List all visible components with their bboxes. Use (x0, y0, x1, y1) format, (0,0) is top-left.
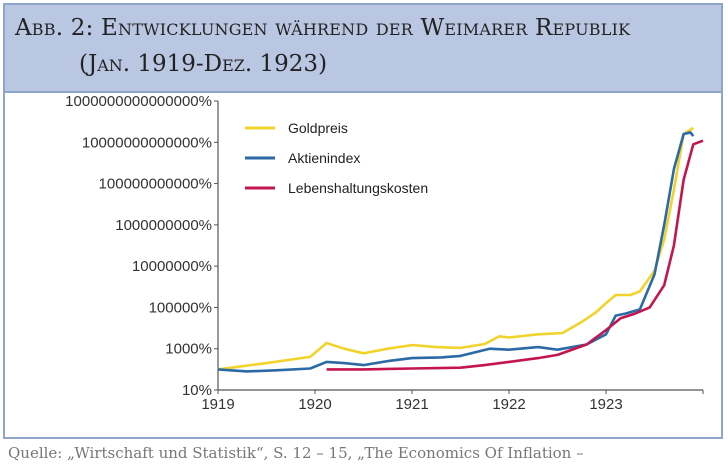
y-tick-label: 1000000000% (115, 217, 212, 234)
series-line-lebenshaltungskosten (326, 139, 704, 371)
x-tick-label: 1921 (395, 396, 428, 413)
figure-frame: Abb. 2: Entwicklungen während der Weimar… (3, 3, 723, 439)
y-tick-label: 100000% (149, 299, 212, 316)
x-tick-label: 1922 (492, 396, 525, 413)
x-tick-label: 1920 (298, 396, 331, 413)
figure-subtitle: (Jan. 1919-Dez. 1923) (79, 51, 328, 77)
figure-header: Abb. 2: Entwicklungen während der Weimar… (5, 5, 721, 93)
legend-label: Lebenshaltungskosten (288, 180, 428, 196)
y-tick-label: 1000% (165, 341, 212, 358)
x-tick-label: 1923 (589, 396, 622, 413)
figure-title: Abb. 2: Entwicklungen während der Weimar… (15, 15, 631, 41)
x-tick-label: 1919 (201, 396, 234, 413)
line-chart: 10% 1000% 100000% 10000000% 1000000000% 10000… (65, 93, 704, 413)
legend-label: Aktienindex (288, 150, 360, 166)
y-tick-label: 10000000000000% (82, 134, 212, 151)
y-tick-label: 10000000% (132, 258, 212, 275)
y-tick-label: 100000000000% (99, 176, 212, 193)
y-tick-label: 10% (182, 382, 212, 399)
legend-label: Goldpreis (288, 120, 348, 136)
source-note: Quelle: „Wirtschaft und Statistik“, S. 1… (8, 444, 584, 462)
series-line-goldpreis (217, 126, 695, 371)
series-line-aktienindex (217, 131, 695, 373)
y-tick-label: 1000000000000000% (65, 93, 212, 110)
